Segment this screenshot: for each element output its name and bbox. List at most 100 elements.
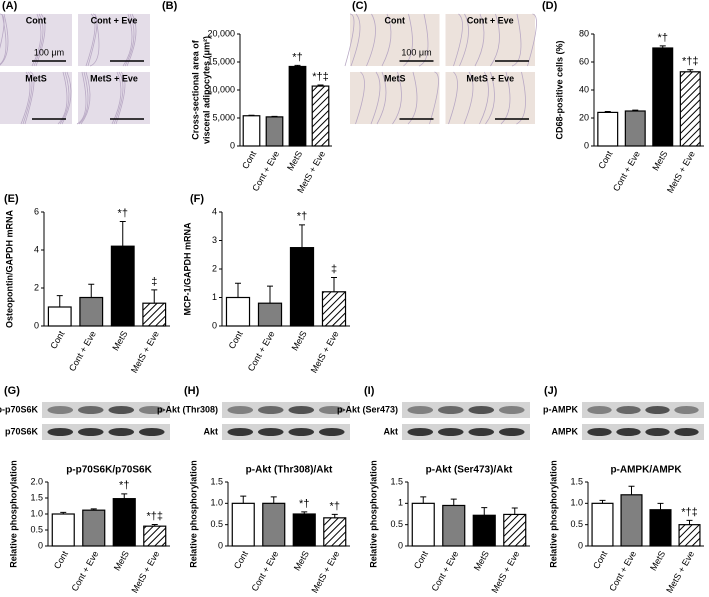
cell-membrane — [429, 71, 439, 125]
blot-band — [318, 428, 345, 436]
error-bar — [511, 507, 518, 515]
bar — [112, 498, 136, 547]
image-label: Cont + Eve — [91, 15, 138, 25]
chart-title: p-AMPK/AMPK — [610, 465, 682, 476]
blot-label: Akt — [383, 426, 398, 436]
blot — [402, 402, 530, 418]
panel-label: (I) — [364, 385, 375, 397]
blot-band — [407, 406, 434, 414]
chart-title: p-Akt (Thr308)/Akt — [246, 465, 333, 476]
blot-band — [498, 406, 525, 414]
cell-membrane — [87, 13, 98, 67]
y-axis-label: Relative phosphorylation — [8, 460, 18, 568]
y-tick-label: 0 — [578, 540, 583, 550]
bar — [262, 502, 286, 547]
chart-title: p-Akt (Ser473)/Akt — [426, 465, 513, 476]
cell-membrane — [448, 71, 458, 125]
micrograph — [78, 14, 150, 66]
y-tick-label: 1.5 — [30, 492, 43, 502]
blot-band — [108, 406, 135, 414]
x-tick-label: Cont + Eve — [69, 549, 100, 593]
significance: *†‡ — [312, 71, 329, 83]
y-tick-label: 0 — [230, 140, 235, 150]
panel-label: (A) — [2, 0, 18, 12]
x-tick-label: Cont — [412, 549, 430, 571]
blot-label: p70S6K — [5, 426, 39, 436]
image-label: Cont — [385, 15, 406, 25]
image-label: Cont — [26, 15, 47, 25]
bar — [142, 302, 167, 327]
y-tick-label: 6 — [34, 206, 39, 216]
image-label: MetS + Eve — [90, 73, 138, 83]
x-tick-label: MetS + Eve — [489, 549, 521, 595]
error-bar — [294, 64, 301, 67]
cell-membrane — [76, 71, 87, 125]
error-bar — [151, 289, 158, 304]
error-bar — [331, 277, 337, 292]
panel-label: (G) — [4, 385, 20, 397]
bar — [323, 517, 347, 547]
cell-membrane — [370, 71, 381, 125]
error-bar — [628, 485, 635, 495]
blot-band — [108, 428, 135, 436]
y-tick-label: 20 — [579, 112, 589, 122]
blot-label: p-AMPK — [543, 404, 578, 414]
y-axis-label: MCP-1/GAPDH mRNA — [182, 222, 192, 316]
blot-band — [674, 428, 699, 436]
x-tick-label: MetS + Eve — [129, 549, 161, 595]
error-bar — [60, 511, 67, 514]
blot-band — [587, 428, 612, 436]
y-tick-label: 1.0 — [570, 498, 583, 508]
cell-membrane — [485, 71, 495, 125]
blot-band — [407, 428, 434, 436]
bar — [597, 111, 619, 147]
bar — [503, 513, 527, 547]
cell-membrane — [474, 13, 485, 67]
blot-label: Akt — [203, 426, 218, 436]
cell-membrane — [479, 71, 489, 125]
blot-band — [77, 428, 104, 436]
error-bar — [119, 221, 126, 247]
bar — [265, 116, 284, 147]
cell-membrane — [0, 13, 5, 49]
y-axis-label: Osteopontin/GAPDH mRNA — [4, 210, 14, 328]
cell-membrane — [381, 13, 392, 67]
x-tick-label: MetS — [112, 549, 131, 572]
bar — [652, 47, 674, 147]
cell-membrane — [403, 13, 413, 67]
blot-band — [437, 428, 464, 436]
x-tick-label: MetS — [285, 149, 304, 172]
significance: *† — [297, 211, 307, 223]
scale-label: 100 μm — [34, 47, 64, 57]
blot-band — [227, 406, 254, 414]
blot-label: p-Akt (Thr308) — [157, 404, 218, 414]
blot-band — [47, 428, 74, 436]
error-bar — [599, 499, 606, 504]
scale-label: 100 μm — [401, 47, 431, 57]
significance: *†‡ — [146, 510, 163, 522]
blot — [402, 424, 530, 440]
blot — [42, 424, 170, 440]
x-tick-label: MetS + Eve — [129, 329, 161, 375]
x-tick-label: Cont + Eve — [249, 549, 280, 593]
bar — [82, 509, 106, 547]
blot-band — [318, 406, 345, 414]
cell-membrane — [527, 13, 537, 67]
y-tick-label: 20,000 — [207, 28, 235, 38]
x-tick-label: Cont — [240, 149, 258, 171]
panel-label: (C) — [352, 0, 368, 12]
significance: *†‡ — [681, 506, 698, 518]
blot — [222, 402, 350, 418]
blot — [42, 402, 170, 418]
image-label: MetS — [25, 73, 47, 83]
error-bar — [248, 114, 255, 116]
cell-membrane — [463, 71, 474, 125]
bar — [411, 502, 435, 547]
significance: ‡ — [151, 276, 157, 288]
blot-band — [138, 406, 165, 414]
error-bar — [659, 45, 666, 48]
bar — [624, 110, 646, 147]
x-tick-label: MetS + Eve — [664, 549, 696, 595]
y-axis-label: Cross-sectional area of — [190, 39, 200, 140]
blot-band — [47, 406, 74, 414]
